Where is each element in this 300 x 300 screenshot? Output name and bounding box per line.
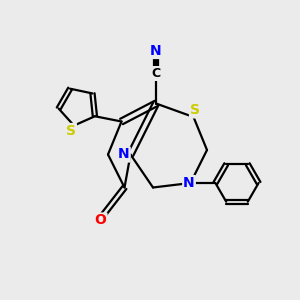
Text: S: S bbox=[190, 103, 200, 117]
Text: S: S bbox=[66, 124, 76, 138]
Text: N: N bbox=[183, 176, 195, 190]
Text: O: O bbox=[94, 214, 106, 227]
Text: C: C bbox=[152, 67, 160, 80]
Text: N: N bbox=[150, 44, 162, 58]
Text: N: N bbox=[118, 148, 130, 161]
